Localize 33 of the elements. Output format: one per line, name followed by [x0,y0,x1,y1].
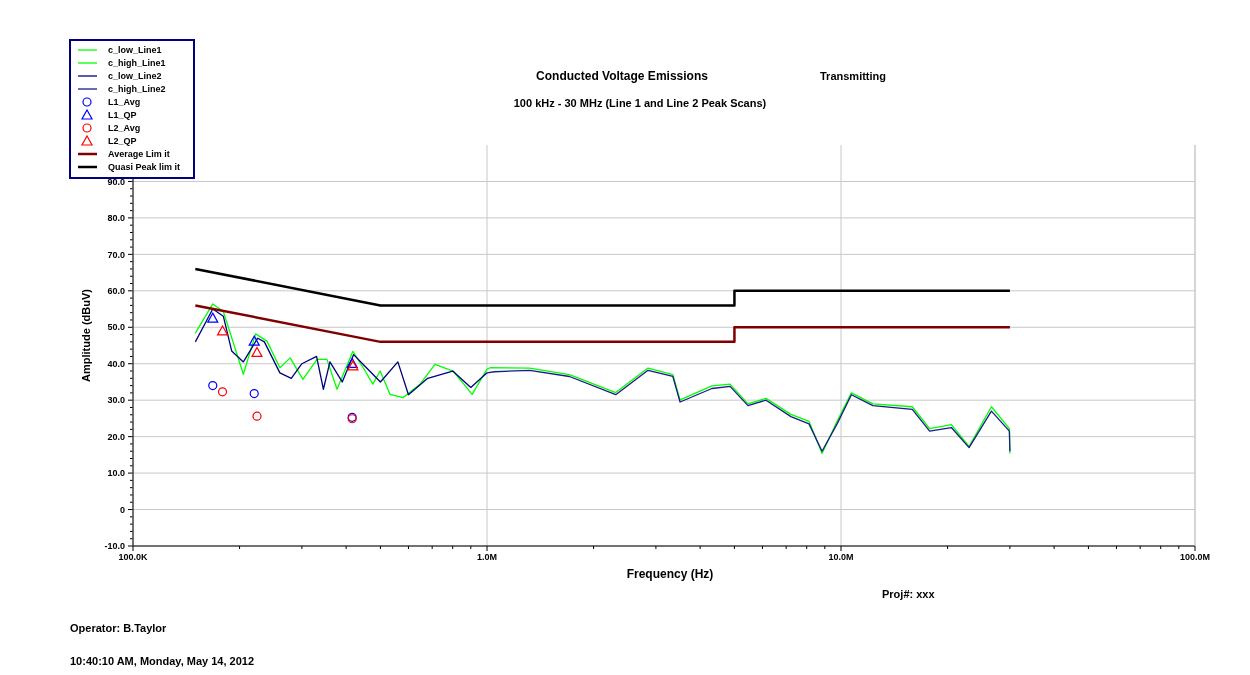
legend-label: c_high_Line1 [108,58,166,69]
y-tick-label: 50.0 [107,322,125,333]
y-tick-label: -10.0 [104,541,125,552]
y-tick-label: 60.0 [107,285,125,296]
y-tick-label: 30.0 [107,395,125,406]
legend-label: L2_Avg [108,123,141,134]
x-tick-label: 1.0M [476,552,498,562]
x-axis-title: Frequency (Hz) [626,567,714,581]
legend-label: L1_Avg [108,97,141,108]
legend-label: Quasi Peak lim it [108,162,181,173]
y-tick-label: 20.0 [107,431,125,442]
x-tick-label: 100.0K [118,552,149,562]
text: Proj#: xxx [882,588,936,600]
y-tick-label: 90.0 [107,176,125,187]
legend-label: c_low_Line2 [108,71,162,82]
y-tick-label: 40.0 [107,358,125,369]
chart-title: Conducted Voltage Emissions [536,69,709,83]
text: Transmitting [820,70,887,82]
chart-subtitle: 100 kHz - 30 MHz (Line 1 and Line 2 Peak Scans) [513,97,767,109]
y-axis-title: Amplitude (dBuV) [80,288,92,382]
legend-label: Average Lim it [108,149,170,160]
y-tick-label: 10.0 [107,468,125,479]
text: 10:40:10 AM, Monday, May 14, 2012 [70,655,255,667]
y-tick-label: 70.0 [107,249,125,260]
legend-label: L2_QP [108,136,137,147]
x-tick-label: 10.0M [828,552,854,562]
legend-label: c_low_Line1 [108,45,162,56]
y-tick-label: 80.0 [107,213,125,224]
legend-label: L1_QP [108,110,137,121]
y-tick-label: 0 [119,504,125,515]
text: Operator: B.Taylor [70,622,168,634]
x-tick-label: 100.0M [1179,552,1211,562]
legend-label: c_high_Line2 [108,84,166,95]
